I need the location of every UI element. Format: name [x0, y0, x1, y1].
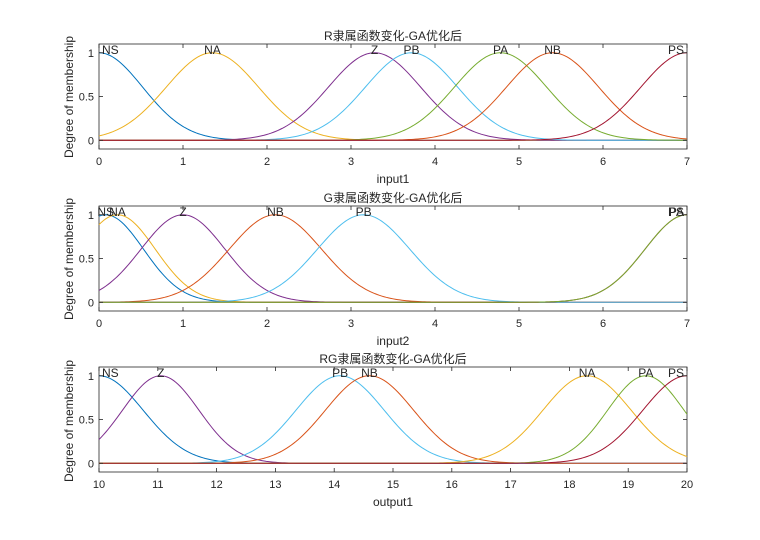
panel-r-xtick-label: 4 [432, 156, 438, 168]
panel-g-xtick-label: 1 [180, 318, 186, 330]
panel-rg-label-ns: NS [102, 366, 119, 380]
panel-r-xtick-label: 0 [96, 156, 102, 168]
panel-g-label-z: Z [179, 205, 186, 219]
panel-g: G隶属函数变化-GA优化后 input2 Degree of membershi… [62, 190, 690, 348]
panel-rg-xtick-label: 11 [152, 479, 163, 491]
panel-r-ytick-label: 1 [88, 48, 94, 60]
panel-r-xlabel: input1 [377, 172, 410, 186]
panel-g-label-pa: PA [669, 205, 684, 219]
panel-rg-xtick-label: 19 [622, 479, 634, 491]
panel-r-ytick-label: 0 [88, 135, 94, 147]
panel-rg-xtick-label: 20 [681, 479, 693, 491]
panel-g-ylabel: Degree of membership [62, 198, 76, 320]
panel-r: R隶属函数变化-GA优化后 input1 Degree of membershi… [62, 28, 690, 186]
panel-rg-label-ps: PS [668, 366, 684, 380]
panel-rg-curve-ps [99, 375, 688, 464]
panel-rg: RG隶属函数变化-GA优化后 output1 Degree of members… [62, 351, 693, 509]
panel-g-xtick-label: 4 [432, 318, 438, 330]
panel-rg-xtick-label: 15 [387, 479, 399, 491]
panel-g-xtick-label: 3 [348, 318, 354, 330]
panel-r-title: R隶属函数变化-GA优化后 [324, 28, 462, 43]
panel-g-title: G隶属函数变化-GA优化后 [324, 190, 463, 205]
panel-rg-label-pb: PB [332, 366, 348, 380]
panel-r-ylabel: Degree of membership [62, 36, 76, 158]
panel-rg-xtick-label: 16 [446, 479, 458, 491]
panel-rg-label-z: Z [157, 366, 164, 380]
panel-rg-xtick-label: 17 [504, 479, 516, 491]
panel-r-label-z: Z [371, 43, 378, 57]
panel-g-label-ps: PS [668, 205, 684, 219]
panel-rg-ytick-label: 0.5 [79, 415, 94, 427]
panel-r-xtick-label: 2 [264, 156, 270, 168]
panel-r-curve-ps [99, 52, 688, 141]
panel-g-xtick-label: 6 [600, 318, 606, 330]
panel-rg-xlabel: output1 [373, 495, 413, 509]
panel-r-xtick-label: 7 [684, 156, 690, 168]
panel-g-ytick-label: 0.5 [79, 254, 94, 266]
panel-rg-label-na: NA [579, 366, 596, 380]
panel-r-xtick-label: 1 [180, 156, 186, 168]
panel-g-label-pb: PB [356, 205, 372, 219]
panel-r-label-ns: NS [102, 43, 119, 57]
panel-rg-xtick-label: 14 [328, 479, 340, 491]
panel-rg-xtick-label: 13 [269, 479, 281, 491]
panel-g-xtick-label: 5 [516, 318, 522, 330]
panel-r-label-nb: NB [544, 43, 561, 57]
panel-g-xtick-label: 7 [684, 318, 690, 330]
panel-g-ytick-label: 1 [88, 210, 94, 222]
panel-r-xtick-label: 3 [348, 156, 354, 168]
panel-rg-xtick-label: 10 [93, 479, 105, 491]
panel-r-label-pa: PA [493, 43, 508, 57]
panel-r-ytick-label: 0.5 [79, 92, 94, 104]
panel-rg-label-pa: PA [638, 366, 653, 380]
panel-g-label-nb: NB [267, 205, 284, 219]
panel-rg-plot-area [98, 366, 688, 473]
panel-r-label-ps: PS [668, 43, 684, 57]
panel-r-label-na: NA [204, 43, 221, 57]
panel-g-plot-area [98, 205, 688, 312]
panel-g-xtick-label: 2 [264, 318, 270, 330]
panel-rg-ylabel: Degree of membership [62, 360, 76, 482]
panel-r-label-pb: PB [403, 43, 419, 57]
panel-g-label-ns: NS [97, 205, 114, 219]
panel-g-xtick-label: 0 [96, 318, 102, 330]
panel-g-curve-pa [99, 214, 688, 303]
panel-r-xtick-label: 6 [600, 156, 606, 168]
panel-rg-ytick-label: 1 [88, 371, 94, 383]
panel-g-ytick-label: 0 [88, 297, 94, 309]
panel-rg-title: RG隶属函数变化-GA优化后 [319, 351, 466, 366]
panel-r-xtick-label: 5 [516, 156, 522, 168]
panel-g-xlabel: input2 [377, 334, 410, 348]
panel-g-label-na: NA [109, 205, 126, 219]
panel-rg-xtick-label: 12 [210, 479, 222, 491]
panel-rg-label-nb: NB [361, 366, 378, 380]
panel-rg-ytick-label: 0 [88, 458, 94, 470]
panel-rg-xtick-label: 18 [563, 479, 575, 491]
